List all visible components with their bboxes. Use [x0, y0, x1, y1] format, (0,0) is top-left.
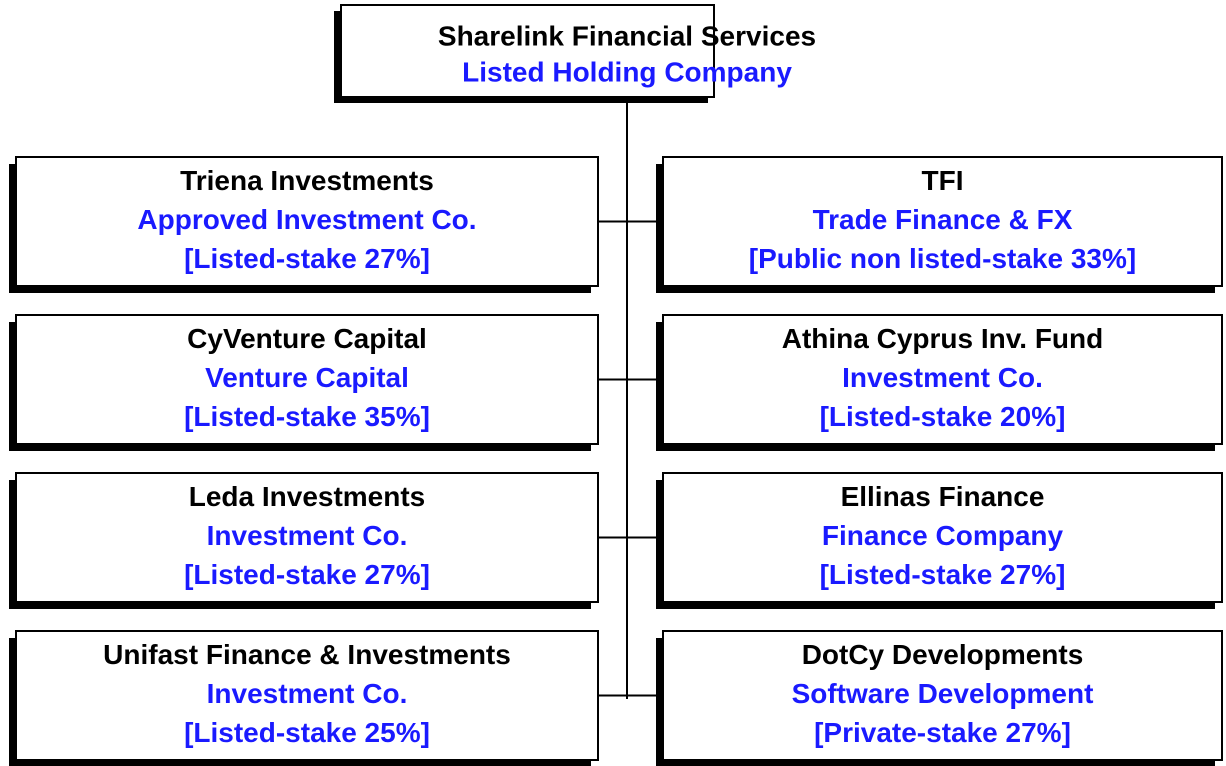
node-type: Finance Company — [822, 520, 1064, 551]
node-name: Leda Investments — [189, 481, 426, 512]
node-type: Approved Investment Co. — [137, 204, 476, 235]
box — [662, 156, 1223, 287]
node-stake: [Listed-stake 20%] — [820, 401, 1066, 432]
box — [662, 472, 1223, 603]
node-name: Unifast Finance & Investments — [103, 639, 511, 670]
node-name: Ellinas Finance — [841, 481, 1045, 512]
node-type: Investment Co. — [207, 520, 408, 551]
box — [662, 314, 1223, 445]
node-name: CyVenture Capital — [187, 323, 427, 354]
root-name: Sharelink Financial Services — [438, 20, 816, 51]
node-name: TFI — [922, 165, 964, 196]
node-name: Triena Investments — [180, 165, 434, 196]
node-name: DotCy Developments — [802, 639, 1084, 670]
node-stake: [Listed-stake 27%] — [820, 559, 1066, 590]
box — [15, 472, 599, 603]
node-stake: [Private-stake 27%] — [814, 717, 1071, 748]
node-name: Athina Cyprus Inv. Fund — [782, 323, 1103, 354]
box — [662, 630, 1223, 761]
node-stake: [Listed-stake 35%] — [184, 401, 430, 432]
node-type: Software Development — [792, 678, 1094, 709]
root-type: Listed Holding Company — [462, 56, 792, 87]
box — [15, 314, 599, 445]
box — [15, 630, 599, 761]
box — [15, 156, 599, 287]
node-stake: [Listed-stake 25%] — [184, 717, 430, 748]
node-stake: [Listed-stake 27%] — [184, 243, 430, 274]
node-type: Trade Finance & FX — [813, 204, 1073, 235]
node-stake: [Listed-stake 27%] — [184, 559, 430, 590]
node-type: Investment Co. — [842, 362, 1043, 393]
node-type: Venture Capital — [205, 362, 409, 393]
node-type: Investment Co. — [207, 678, 408, 709]
node-stake: [Public non listed-stake 33%] — [749, 243, 1136, 274]
root-box — [340, 4, 715, 98]
